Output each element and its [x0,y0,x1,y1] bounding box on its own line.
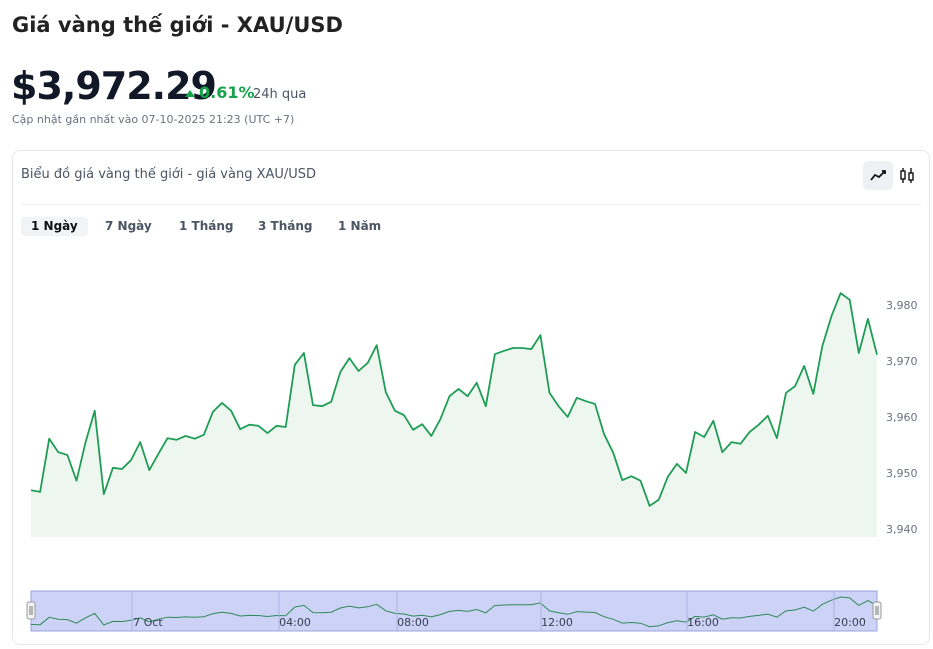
navigator-handle[interactable] [26,601,36,620]
navigator-handle[interactable] [872,601,882,620]
navigator-label: 7 Oct [133,616,163,629]
range-tab[interactable]: 1 Năm [338,219,382,233]
navigator-label: 20:00 [834,616,866,629]
change: 0.61% [199,83,255,102]
updated-time: Cập nhật gần nhất vào 07-10-2025 21:23 (… [12,113,295,126]
page-title: Giá vàng thế giới - XAU/USD [12,13,343,37]
range-tab[interactable]: 1 Ngày [21,217,88,236]
y-tick-label: 3,980 [886,299,918,312]
range-tab[interactable]: 3 Tháng [258,219,313,233]
navigator-label: 16:00 [687,616,719,629]
navigator-label: 08:00 [397,616,429,629]
line-icon [870,170,886,181]
navigator-label: 12:00 [541,616,573,629]
range-tab[interactable]: 7 Ngày [105,219,152,233]
divider [21,204,921,205]
candle-icon [900,168,914,183]
range-tab[interactable]: 1 Tháng [179,219,234,233]
navigator-line [30,596,878,628]
area-fill [31,293,877,537]
line-chart-button[interactable] [863,161,893,190]
y-tick-label: 3,970 [886,355,918,368]
price: $3,972.29 [11,64,217,108]
price-line [30,292,878,507]
candle-chart-button[interactable] [893,161,923,190]
chart-card [12,150,930,645]
card-title: Biểu đồ giá vàng thế giới - giá vàng XAU… [21,167,317,182]
y-tick-label: 3,960 [886,411,918,424]
navigator-label: 04:00 [279,616,311,629]
y-tick-label: 3,950 [886,467,918,480]
up-arrow [185,90,195,97]
y-tick-label: 3,940 [886,523,918,536]
change-period: 24h qua [253,87,307,102]
